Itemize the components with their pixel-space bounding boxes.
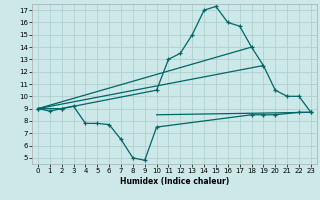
X-axis label: Humidex (Indice chaleur): Humidex (Indice chaleur) — [120, 177, 229, 186]
